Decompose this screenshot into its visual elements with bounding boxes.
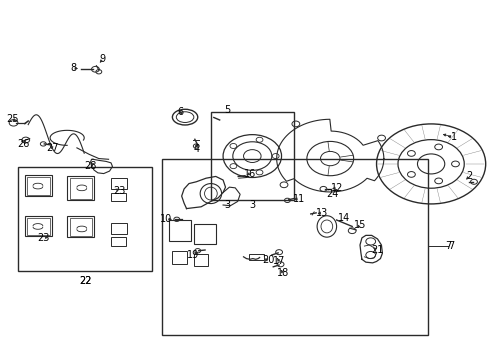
Bar xyxy=(194,254,208,266)
Bar xyxy=(194,224,216,244)
Text: 13: 13 xyxy=(316,208,328,218)
Text: 25: 25 xyxy=(6,113,18,123)
Bar xyxy=(172,251,187,264)
Text: 27: 27 xyxy=(46,143,59,153)
Text: 14: 14 xyxy=(338,213,350,223)
Bar xyxy=(70,217,92,236)
Bar xyxy=(249,254,265,260)
Text: 21: 21 xyxy=(371,246,384,255)
Bar xyxy=(111,223,126,234)
Bar xyxy=(70,178,92,199)
Text: 1: 1 xyxy=(450,132,457,142)
Text: 4: 4 xyxy=(193,144,199,154)
Text: 24: 24 xyxy=(326,189,339,199)
Text: 17: 17 xyxy=(273,256,285,266)
Text: 26: 26 xyxy=(17,139,29,149)
Bar xyxy=(111,237,125,246)
Bar xyxy=(211,112,294,200)
Text: 5: 5 xyxy=(224,105,230,115)
Text: 28: 28 xyxy=(84,161,97,171)
Bar xyxy=(111,193,125,202)
Bar xyxy=(27,217,49,235)
Text: 22: 22 xyxy=(79,276,92,286)
Text: 6: 6 xyxy=(177,107,183,117)
Text: 3: 3 xyxy=(249,200,255,210)
Text: 23: 23 xyxy=(38,233,50,243)
Bar xyxy=(25,175,51,196)
Bar xyxy=(19,167,152,271)
Text: 12: 12 xyxy=(331,183,344,193)
Text: 15: 15 xyxy=(354,220,367,230)
Text: 22: 22 xyxy=(79,276,92,286)
Bar xyxy=(67,176,94,200)
Bar xyxy=(170,220,192,241)
Text: 18: 18 xyxy=(277,268,289,278)
Bar xyxy=(162,158,428,336)
Bar xyxy=(67,216,94,237)
Bar xyxy=(111,178,126,189)
Text: 8: 8 xyxy=(71,63,76,73)
Text: 9: 9 xyxy=(99,54,106,64)
Text: 7: 7 xyxy=(449,241,455,251)
Text: 10: 10 xyxy=(159,214,171,224)
Text: 23: 23 xyxy=(114,186,126,196)
Bar xyxy=(27,177,49,195)
Text: 11: 11 xyxy=(294,194,306,203)
Text: 20: 20 xyxy=(262,255,274,265)
Bar xyxy=(25,216,51,237)
Text: 2: 2 xyxy=(466,171,472,181)
Text: 16: 16 xyxy=(244,168,256,179)
Text: 7: 7 xyxy=(445,241,452,251)
Text: 3: 3 xyxy=(224,200,230,210)
Text: 19: 19 xyxy=(187,250,199,260)
